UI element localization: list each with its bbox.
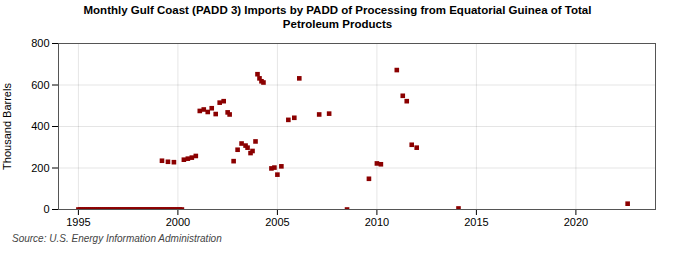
svg-text:2015: 2015 xyxy=(464,216,488,228)
svg-text:2010: 2010 xyxy=(365,216,389,228)
html-text:Source: U.S. Energy Informatio: Source: U.S. Energy Information Administ… xyxy=(12,233,222,244)
svg-text:2000: 2000 xyxy=(166,216,190,228)
svg-text:Thousand Barrels: Thousand Barrels xyxy=(1,83,13,170)
svg-text:2020: 2020 xyxy=(564,216,588,228)
svg-text:400: 400 xyxy=(31,120,49,132)
svg-text:0: 0 xyxy=(43,203,49,215)
svg-text:200: 200 xyxy=(31,162,49,174)
svg-text:800: 800 xyxy=(31,37,49,49)
svg-text:1995: 1995 xyxy=(66,216,90,228)
html-text:Monthly Gulf Coast (PADD 3) Im: Monthly Gulf Coast (PADD 3) Imports by P… xyxy=(83,4,592,30)
svg-text:2005: 2005 xyxy=(265,216,289,228)
svg-text:600: 600 xyxy=(31,79,49,91)
